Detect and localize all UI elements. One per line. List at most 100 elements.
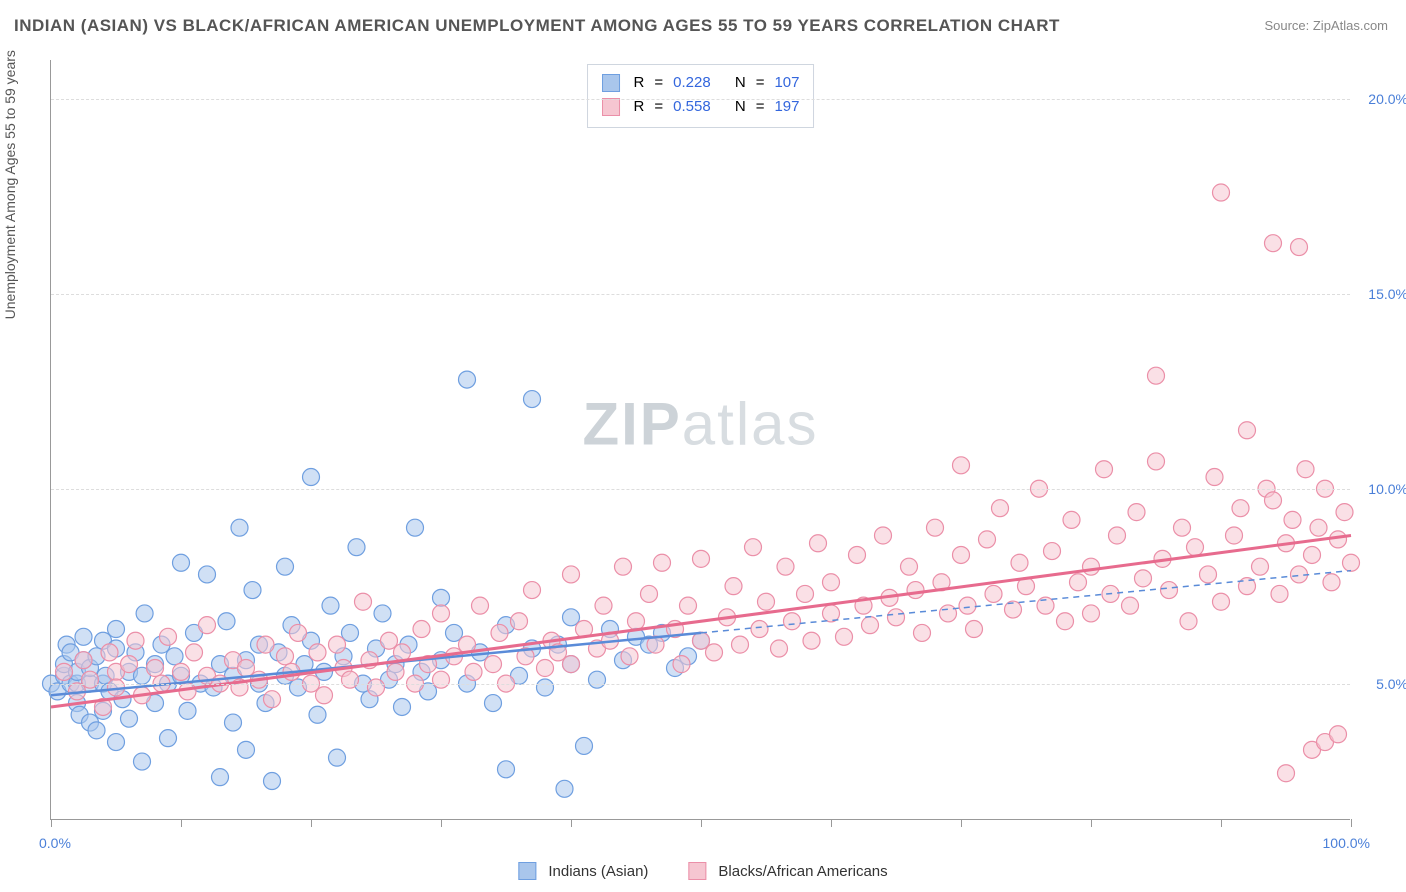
stat-r-value-0: 0.228 <box>673 71 711 95</box>
scatter-point <box>329 749 346 766</box>
x-tick <box>1221 819 1222 827</box>
scatter-point <box>88 722 105 739</box>
x-tick <box>51 819 52 827</box>
scatter-point <box>777 558 794 575</box>
stat-n-label: N <box>735 71 746 95</box>
scatter-point <box>628 613 645 630</box>
scatter-point <box>992 500 1009 517</box>
scatter-point <box>758 593 775 610</box>
scatter-point <box>121 656 138 673</box>
scatter-point <box>101 644 118 661</box>
scatter-point <box>1304 546 1321 563</box>
y-tick-label: 20.0% <box>1368 91 1406 107</box>
scatter-point <box>563 566 580 583</box>
scatter-point <box>979 531 996 548</box>
scatter-point <box>433 671 450 688</box>
scatter-point <box>121 710 138 727</box>
scatter-point <box>108 734 125 751</box>
x-tick <box>831 819 832 827</box>
scatter-point <box>1291 239 1308 256</box>
gridline <box>51 489 1350 490</box>
scatter-point <box>394 698 411 715</box>
swatch-series-0 <box>602 74 620 92</box>
swatch-series-0 <box>518 862 536 880</box>
x-max-label: 100.0% <box>1323 835 1370 851</box>
scatter-point <box>1271 585 1288 602</box>
scatter-point <box>1343 554 1360 571</box>
scatter-point <box>238 741 255 758</box>
scatter-point <box>1083 605 1100 622</box>
eq-icon: = <box>654 71 663 95</box>
scatter-point <box>1206 469 1223 486</box>
scatter-point <box>1187 539 1204 556</box>
scatter-point <box>537 679 554 696</box>
scatter-point <box>621 648 638 665</box>
scatter-point <box>257 636 274 653</box>
scatter-point <box>127 632 144 649</box>
scatter-point <box>1109 527 1126 544</box>
scatter-point <box>524 391 541 408</box>
legend-item-0: Indians (Asian) <box>518 862 648 880</box>
scatter-point <box>459 371 476 388</box>
scatter-point <box>303 469 320 486</box>
scatter-point <box>186 644 203 661</box>
scatter-point <box>316 687 333 704</box>
scatter-point <box>309 706 326 723</box>
scatter-point <box>771 640 788 657</box>
scatter-point <box>1239 422 1256 439</box>
scatter-point <box>290 624 307 641</box>
scatter-point <box>1180 613 1197 630</box>
stats-row-series-0: R = 0.228 N = 107 <box>602 71 800 95</box>
scatter-point <box>160 628 177 645</box>
scatter-point <box>953 457 970 474</box>
scatter-point <box>797 585 814 602</box>
scatter-point <box>511 613 528 630</box>
scatter-point <box>218 613 235 630</box>
scatter-point <box>1083 558 1100 575</box>
scatter-point <box>136 605 153 622</box>
x-tick <box>1091 819 1092 827</box>
scatter-point <box>1200 566 1217 583</box>
scatter-point <box>985 585 1002 602</box>
stat-n-value-0: 107 <box>774 71 799 95</box>
scatter-point <box>907 582 924 599</box>
scatter-point <box>173 663 190 680</box>
stat-r-label: R <box>634 71 645 95</box>
scatter-point <box>953 546 970 563</box>
x-tick <box>1351 819 1352 827</box>
scatter-point <box>1161 582 1178 599</box>
scatter-point <box>1128 504 1145 521</box>
scatter-point <box>355 593 372 610</box>
legend-item-1: Blacks/African Americans <box>688 862 887 880</box>
y-tick-label: 15.0% <box>1368 286 1406 302</box>
scatter-point <box>75 628 92 645</box>
scatter-point <box>849 546 866 563</box>
scatter-point <box>244 582 261 599</box>
swatch-series-1 <box>602 98 620 116</box>
scatter-point <box>491 624 508 641</box>
scatter-point <box>595 597 612 614</box>
scatter-point <box>1252 558 1269 575</box>
scatter-point <box>1148 453 1165 470</box>
scatter-point <box>1297 461 1314 478</box>
scatter-point <box>927 519 944 536</box>
scatter-point <box>199 566 216 583</box>
scatter-point <box>641 585 658 602</box>
scatter-point <box>888 609 905 626</box>
x-tick <box>311 819 312 827</box>
scatter-point <box>732 636 749 653</box>
legend-label-0: Indians (Asian) <box>548 863 648 880</box>
scatter-point <box>433 589 450 606</box>
scatter-point <box>875 527 892 544</box>
stats-legend-box: R = 0.228 N = 107 R = 0.558 N = 197 <box>587 64 815 128</box>
scatter-point <box>966 621 983 638</box>
scatter-point <box>901 558 918 575</box>
scatter-point <box>537 660 554 677</box>
scatter-point <box>1096 461 1113 478</box>
scatter-point <box>309 644 326 661</box>
scatter-point <box>465 663 482 680</box>
y-tick-label: 5.0% <box>1376 676 1406 692</box>
scatter-point <box>387 663 404 680</box>
scatter-point <box>1135 570 1152 587</box>
scatter-point <box>706 644 723 661</box>
